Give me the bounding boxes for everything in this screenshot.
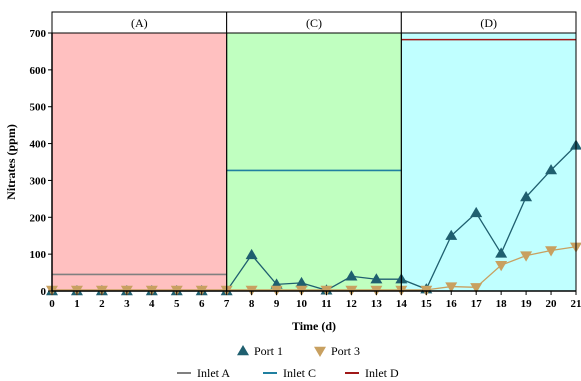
legend-label: Port 1 — [254, 344, 283, 358]
panel-backgrounds — [52, 33, 576, 291]
data-point — [520, 191, 533, 202]
x-tick-label: 20 — [546, 298, 558, 310]
data-point — [545, 164, 558, 175]
data-point — [345, 270, 358, 281]
x-tick-label: 18 — [496, 298, 508, 310]
legend-label: Inlet D — [365, 366, 399, 380]
data-point — [495, 261, 508, 272]
x-tick-label: 0 — [49, 298, 55, 310]
data-point — [570, 139, 581, 150]
legend-label: Inlet A — [197, 366, 230, 380]
y-tick-label: 0 — [41, 286, 47, 298]
data-point — [370, 273, 383, 284]
legend-marker — [237, 345, 249, 356]
legend-label: Inlet C — [283, 366, 316, 380]
x-tick-label: 7 — [224, 298, 230, 310]
x-tick-label: 8 — [249, 298, 255, 310]
series-line — [52, 246, 577, 291]
panel-label: (A) — [131, 16, 148, 30]
inlet-reference-lines — [52, 38, 576, 276]
data-point — [245, 248, 258, 260]
x-tick-label: 9 — [274, 298, 280, 310]
data-point — [445, 282, 458, 293]
y-tick-label: 500 — [30, 102, 47, 114]
x-tick-label: 16 — [446, 298, 458, 310]
panel-strips: (A) (C) (D) — [51, 11, 577, 34]
x-tick-label: 12 — [346, 298, 358, 310]
x-tick-label: 21 — [571, 298, 581, 310]
x-tick-label: 5 — [174, 298, 180, 310]
data-point — [495, 247, 508, 258]
x-tick-label: 19 — [521, 298, 533, 310]
x-tick-label: 10 — [296, 298, 308, 310]
x-tick-label: 2 — [99, 298, 105, 310]
y-tick-label: 700 — [30, 28, 47, 40]
data-point — [295, 276, 308, 288]
legend-marker — [314, 346, 326, 357]
y-tick-label: 400 — [30, 139, 47, 151]
x-tick-label: 13 — [371, 298, 383, 310]
x-axis-label: Time (d) — [292, 319, 336, 333]
x-tick-label: 1 — [74, 298, 80, 310]
x-tick-label: 11 — [321, 298, 331, 310]
panel-label: (C) — [306, 16, 322, 30]
x-tick-label: 6 — [199, 298, 205, 310]
x-tick-label: 4 — [149, 298, 155, 310]
legend: Port 1 Port 3 Inlet A Inlet C Inlet D — [177, 344, 399, 380]
data-point — [470, 283, 483, 294]
panel-background — [226, 33, 402, 291]
y-tick-label: 300 — [30, 175, 47, 187]
y-axis-label: Nitrates (ppm) — [4, 124, 18, 200]
x-tick-label: 15 — [421, 298, 433, 310]
x-tick-label: 14 — [396, 298, 408, 310]
legend-label: Port 3 — [331, 344, 360, 358]
panel-strip — [400, 11, 577, 34]
x-tick-label: 17 — [471, 298, 483, 310]
data-point — [470, 206, 483, 218]
y-tick-label: 600 — [30, 65, 47, 77]
panel-background — [52, 33, 227, 291]
y-tick-label: 100 — [30, 249, 47, 261]
y-tick-label: 200 — [30, 212, 47, 224]
panel-label: (D) — [480, 16, 497, 30]
data-point — [545, 246, 558, 257]
data-point — [520, 251, 533, 262]
data-point — [570, 242, 581, 253]
x-tick-label: 3 — [124, 298, 130, 310]
data-point — [445, 229, 458, 240]
